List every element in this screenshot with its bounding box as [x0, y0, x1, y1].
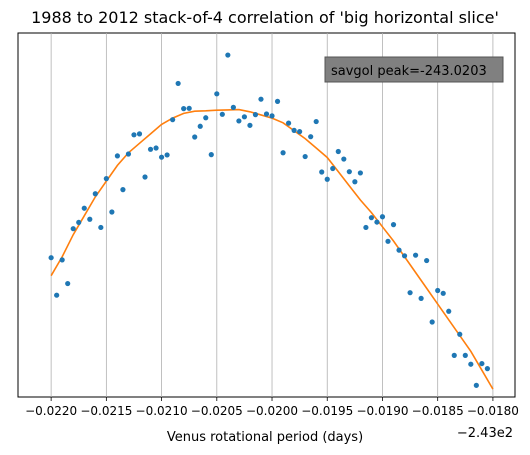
- data-point: [457, 331, 463, 337]
- data-point: [65, 280, 71, 287]
- data-point: [109, 209, 115, 215]
- data-point: [214, 91, 220, 97]
- data-point: [440, 290, 446, 296]
- data-point: [181, 106, 187, 112]
- data-point: [48, 255, 54, 261]
- data-point: [424, 257, 430, 264]
- data-point: [308, 134, 314, 140]
- data-point: [291, 127, 297, 133]
- x-tick-label: −0.0200: [246, 404, 298, 418]
- data-point: [208, 152, 214, 158]
- x-tick-label: −0.0190: [356, 404, 408, 418]
- data-point: [297, 129, 303, 135]
- data-point: [462, 352, 468, 358]
- data-point: [379, 214, 386, 220]
- data-point: [197, 123, 203, 129]
- data-point: [429, 319, 435, 325]
- data-point: [164, 152, 170, 158]
- data-point: [435, 287, 441, 294]
- x-tick-label: −0.0205: [191, 404, 243, 418]
- data-point: [219, 111, 225, 117]
- x-axis-label: Venus rotational period (days): [167, 430, 363, 445]
- data-point: [407, 290, 413, 296]
- plot-area: [17, 32, 516, 398]
- data-points: [48, 52, 490, 388]
- data-point: [131, 132, 137, 138]
- data-point: [473, 382, 479, 388]
- x-tick-label: −0.0185: [412, 404, 464, 418]
- data-point: [252, 112, 259, 118]
- data-point: [274, 98, 281, 104]
- data-point: [81, 205, 87, 211]
- annotation-box: [324, 56, 504, 83]
- annotation-text: savgol peak=-243.0203: [331, 64, 487, 79]
- data-point: [136, 131, 143, 137]
- data-point: [330, 165, 336, 172]
- data-point: [192, 134, 198, 140]
- data-point: [158, 154, 165, 160]
- data-point: [324, 176, 330, 182]
- data-point: [285, 120, 292, 126]
- data-point: [418, 295, 424, 301]
- x-tick-label: −0.0195: [301, 404, 353, 418]
- data-point: [170, 117, 176, 123]
- data-point: [390, 222, 397, 228]
- data-point: [120, 187, 126, 193]
- data-point: [451, 352, 457, 358]
- data-point: [468, 361, 474, 367]
- x-tick-label: −0.0210: [136, 404, 188, 418]
- data-point: [374, 219, 380, 225]
- data-point: [98, 224, 104, 231]
- data-point: [70, 226, 76, 232]
- data-point: [313, 118, 319, 125]
- data-point: [103, 176, 109, 182]
- data-point: [147, 146, 154, 152]
- data-point: [175, 80, 181, 87]
- data-point: [401, 253, 408, 259]
- x-tick-label: −0.0180: [467, 404, 519, 418]
- data-point: [346, 169, 352, 175]
- data-point: [335, 148, 341, 155]
- data-point: [241, 114, 248, 120]
- data-point: [479, 360, 485, 367]
- data-point: [368, 215, 375, 221]
- data-point: [125, 151, 132, 157]
- data-point: [446, 308, 452, 314]
- x-offset-label: −2.43e2: [457, 426, 513, 441]
- data-point: [59, 257, 65, 263]
- data-point: [263, 111, 270, 117]
- data-point: [54, 292, 60, 298]
- data-point: [363, 224, 369, 231]
- data-point: [484, 366, 490, 372]
- data-point: [87, 216, 93, 222]
- data-point: [153, 145, 159, 151]
- data-point: [357, 170, 363, 176]
- data-point: [396, 247, 402, 253]
- x-tick-label: −0.0215: [80, 404, 132, 418]
- data-point: [92, 191, 98, 197]
- data-point: [341, 156, 347, 162]
- data-point: [247, 122, 253, 128]
- chart-title: 1988 to 2012 stack-of-4 correlation of '…: [31, 8, 499, 27]
- data-point: [203, 115, 209, 121]
- data-point: [258, 96, 264, 102]
- data-point: [76, 219, 82, 226]
- data-point: [114, 153, 120, 159]
- data-point: [280, 150, 286, 156]
- data-point: [413, 252, 419, 258]
- data-point: [186, 105, 192, 111]
- x-axis-ticks: −0.0220 −0.0215 −0.0210 −0.0205 −0.0200 −0.01…: [25, 397, 519, 418]
- data-point: [302, 153, 308, 160]
- data-point: [269, 113, 275, 119]
- data-point: [236, 118, 242, 124]
- data-point: [319, 169, 325, 175]
- data-point: [142, 174, 148, 180]
- data-point: [352, 179, 358, 185]
- x-tick-label: −0.0220: [25, 404, 77, 418]
- data-point: [225, 52, 231, 58]
- data-point: [230, 104, 236, 110]
- data-point: [385, 238, 391, 244]
